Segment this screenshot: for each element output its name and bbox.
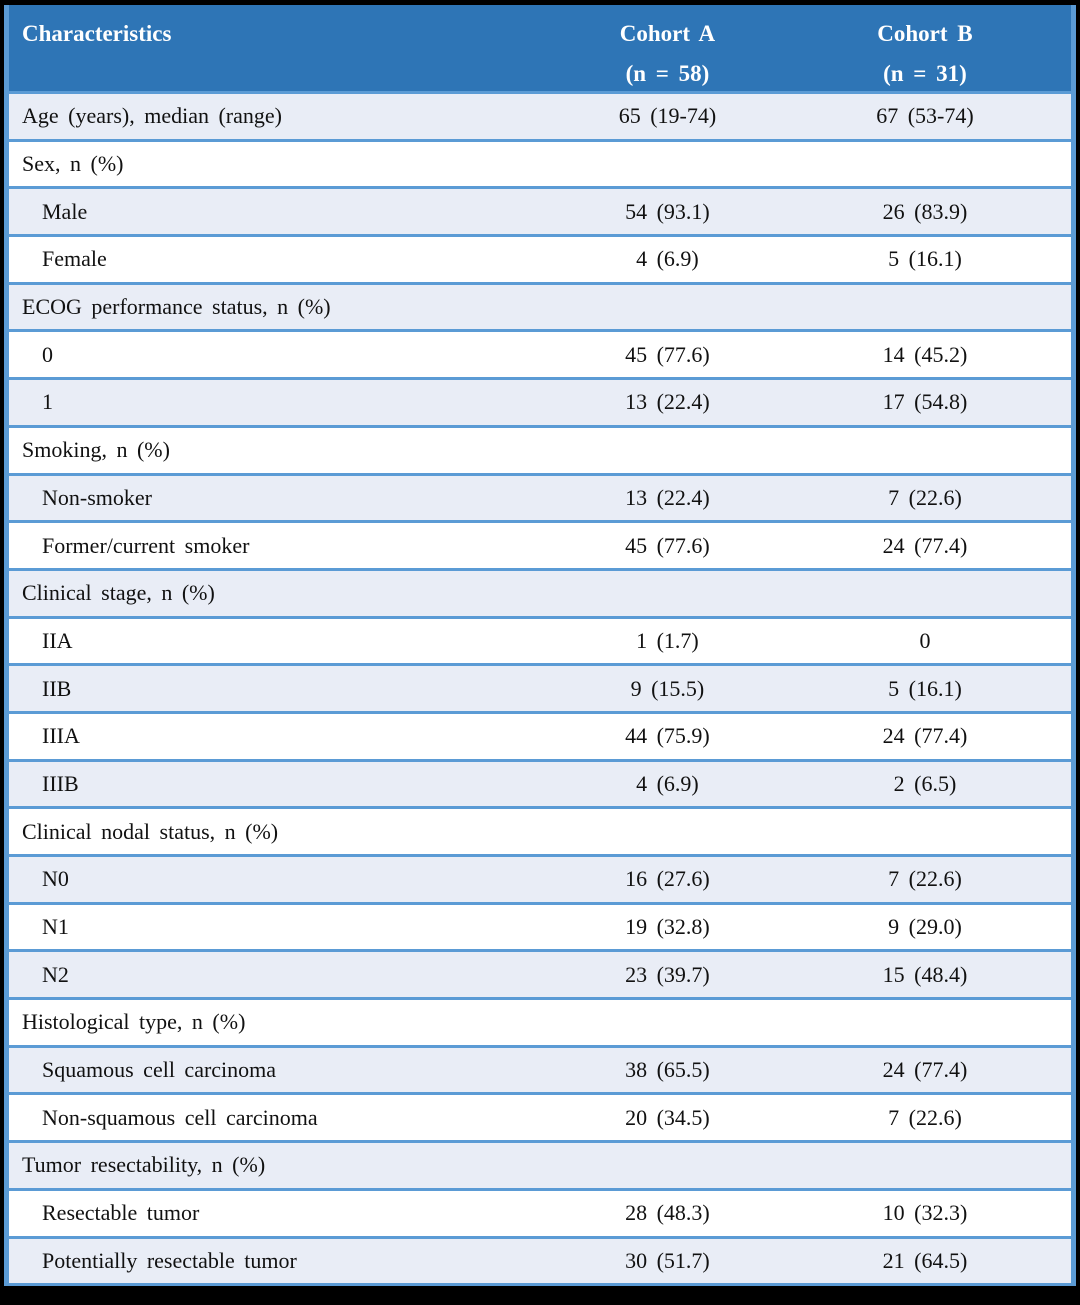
cohort-a-value: 1 (1.7) <box>636 627 699 653</box>
cohort-b-value: 67 (53-74) <box>876 103 974 129</box>
row-label: N2 <box>42 961 69 987</box>
patient-characteristics-table: Characteristics Cohort A (n = 58) Cohort… <box>4 5 1076 1287</box>
table-row: Male 54 (93.1) 26 (83.9) <box>9 189 1071 238</box>
table-row: Potentially resectable tumor 30 (51.7) 2… <box>9 1238 1071 1287</box>
row-label: Former/current smoker <box>42 532 250 558</box>
row-label: Clinical stage, n (%) <box>22 580 215 606</box>
table-row: N2 23 (39.7) 15 (48.4) <box>9 952 1071 1001</box>
cohort-a-value: 45 (77.6) <box>625 341 710 367</box>
cohort-b-value: 5 (16.1) <box>888 246 962 272</box>
table-row: Squamous cell carcinoma 38 (65.5) 24 (77… <box>9 1047 1071 1096</box>
cohort-b-value: 15 (48.4) <box>882 961 968 987</box>
table-header-row: Characteristics Cohort A (n = 58) Cohort… <box>9 5 1071 94</box>
row-label: IIB <box>42 675 72 701</box>
table-row: Clinical stage, n (%) <box>9 570 1071 619</box>
header-characteristics-label: Characteristics <box>22 21 172 46</box>
table-row: Former/current smoker 45 (77.6) 24 (77.4… <box>9 523 1071 571</box>
cohort-a-value: 28 (48.3) <box>625 1200 710 1226</box>
table-row: Sex, n (%) <box>9 141 1071 190</box>
row-label: Histological type, n (%) <box>22 1009 246 1035</box>
cohort-b-value: 24 (77.4) <box>882 1057 968 1083</box>
cohort-a-value: 45 (77.6) <box>625 532 710 558</box>
cohort-a-value: 9 (15.5) <box>630 675 705 701</box>
cohort-a-value: 13 (22.4) <box>625 484 710 510</box>
row-label: N0 <box>42 866 69 892</box>
cohort-a-value: 44 (75.9) <box>625 723 710 749</box>
header-cohort-a: Cohort A (n = 58) <box>556 5 779 91</box>
cohort-b-value: 17 (54.8) <box>882 389 968 415</box>
cohort-b-value: 21 (64.5) <box>882 1247 968 1273</box>
cohort-a-value: 4 (6.9) <box>636 246 699 272</box>
cohort-b-value: 10 (32.3) <box>882 1200 968 1226</box>
cohort-a-value: 30 (51.7) <box>625 1247 710 1273</box>
cohort-b-value: 0 <box>919 627 931 653</box>
cohort-a-value: 54 (93.1) <box>625 198 710 224</box>
cohort-a-value: 20 (34.5) <box>625 1104 710 1130</box>
header-cohort-a-n: (n = 58) <box>625 61 710 86</box>
cohort-b-value: 24 (77.4) <box>882 532 968 558</box>
header-cohort-b-n: (n = 31) <box>883 61 967 86</box>
row-label: Male <box>42 198 88 224</box>
row-label: N1 <box>42 914 69 940</box>
row-label: Tumor resectability, n (%) <box>22 1152 266 1178</box>
cohort-b-value: 2 (6.5) <box>893 770 957 796</box>
row-label: IIIA <box>42 723 80 749</box>
cohort-b-value: 7 (22.6) <box>888 484 962 510</box>
table-row: N0 16 (27.6) 7 (22.6) <box>9 857 1071 905</box>
cohort-b-value: 7 (22.6) <box>888 866 962 892</box>
cohort-b-value: 9 (29.0) <box>888 914 962 940</box>
cohort-a-value: 38 (65.5) <box>625 1057 710 1083</box>
cohort-b-value: 24 (77.4) <box>882 723 968 749</box>
row-label: Resectable tumor <box>42 1200 200 1226</box>
row-label: Female <box>42 246 107 272</box>
cohort-b-value: 14 (45.2) <box>882 341 968 367</box>
header-cohort-b-name: Cohort B <box>877 21 973 46</box>
row-label: IIA <box>42 627 73 653</box>
cohort-b-value: 7 (22.6) <box>888 1104 962 1130</box>
table-body: Age (years), median (range) 65 (19-74) 6… <box>9 94 1071 1287</box>
table-row: Age (years), median (range) 65 (19-74) 6… <box>9 94 1071 142</box>
row-label: Non-squamous cell carcinoma <box>42 1104 318 1130</box>
cohort-a-value: 23 (39.7) <box>625 961 710 987</box>
table-row: 0 45 (77.6) 14 (45.2) <box>9 332 1071 381</box>
table-row: Female 4 (6.9) 5 (16.1) <box>9 237 1071 285</box>
table-row: IIB 9 (15.5) 5 (16.1) <box>9 666 1071 714</box>
row-label: 1 <box>42 389 53 415</box>
row-label: Clinical nodal status, n (%) <box>22 818 279 844</box>
header-cohort-a-name: Cohort A <box>619 21 716 46</box>
row-label: ECOG performance status, n (%) <box>22 294 331 320</box>
table-row: IIIA 44 (75.9) 24 (77.4) <box>9 713 1071 762</box>
cohort-a-value: 4 (6.9) <box>636 770 699 796</box>
table-row: IIIB 4 (6.9) 2 (6.5) <box>9 761 1071 810</box>
cohort-a-value: 19 (32.8) <box>625 914 710 940</box>
row-label: Sex, n (%) <box>22 151 124 177</box>
table-row: Histological type, n (%) <box>9 1000 1071 1048</box>
cohort-a-value: 13 (22.4) <box>625 389 710 415</box>
table-row: Non-squamous cell carcinoma 20 (34.5) 7 … <box>9 1095 1071 1144</box>
table-row: 1 13 (22.4) 17 (54.8) <box>9 380 1071 428</box>
header-cohort-b: Cohort B (n = 31) <box>779 5 1071 91</box>
row-label: 0 <box>42 341 53 367</box>
row-label: Smoking, n (%) <box>22 437 170 463</box>
cohort-b-value: 26 (83.9) <box>882 198 968 224</box>
table-row: Tumor resectability, n (%) <box>9 1143 1071 1191</box>
row-label: Squamous cell carcinoma <box>42 1057 277 1083</box>
cohort-b-value: 5 (16.1) <box>888 675 962 701</box>
table-row: Clinical nodal status, n (%) <box>9 809 1071 857</box>
row-label: Age (years), median (range) <box>22 103 282 129</box>
table-row: Smoking, n (%) <box>9 427 1071 476</box>
table-row: Resectable tumor 28 (48.3) 10 (32.3) <box>9 1190 1071 1239</box>
row-label: IIIB <box>42 770 79 796</box>
header-characteristics: Characteristics <box>9 5 556 91</box>
table-row: ECOG performance status, n (%) <box>9 284 1071 333</box>
table-row: N1 19 (32.8) 9 (29.0) <box>9 904 1071 953</box>
cohort-a-value: 65 (19-74) <box>618 103 717 129</box>
row-label: Non-smoker <box>42 484 152 510</box>
cohort-a-value: 16 (27.6) <box>625 866 710 892</box>
table-row: IIA 1 (1.7) 0 <box>9 618 1071 667</box>
table-row: Non-smoker 13 (22.4) 7 (22.6) <box>9 475 1071 524</box>
row-label: Potentially resectable tumor <box>42 1247 297 1273</box>
